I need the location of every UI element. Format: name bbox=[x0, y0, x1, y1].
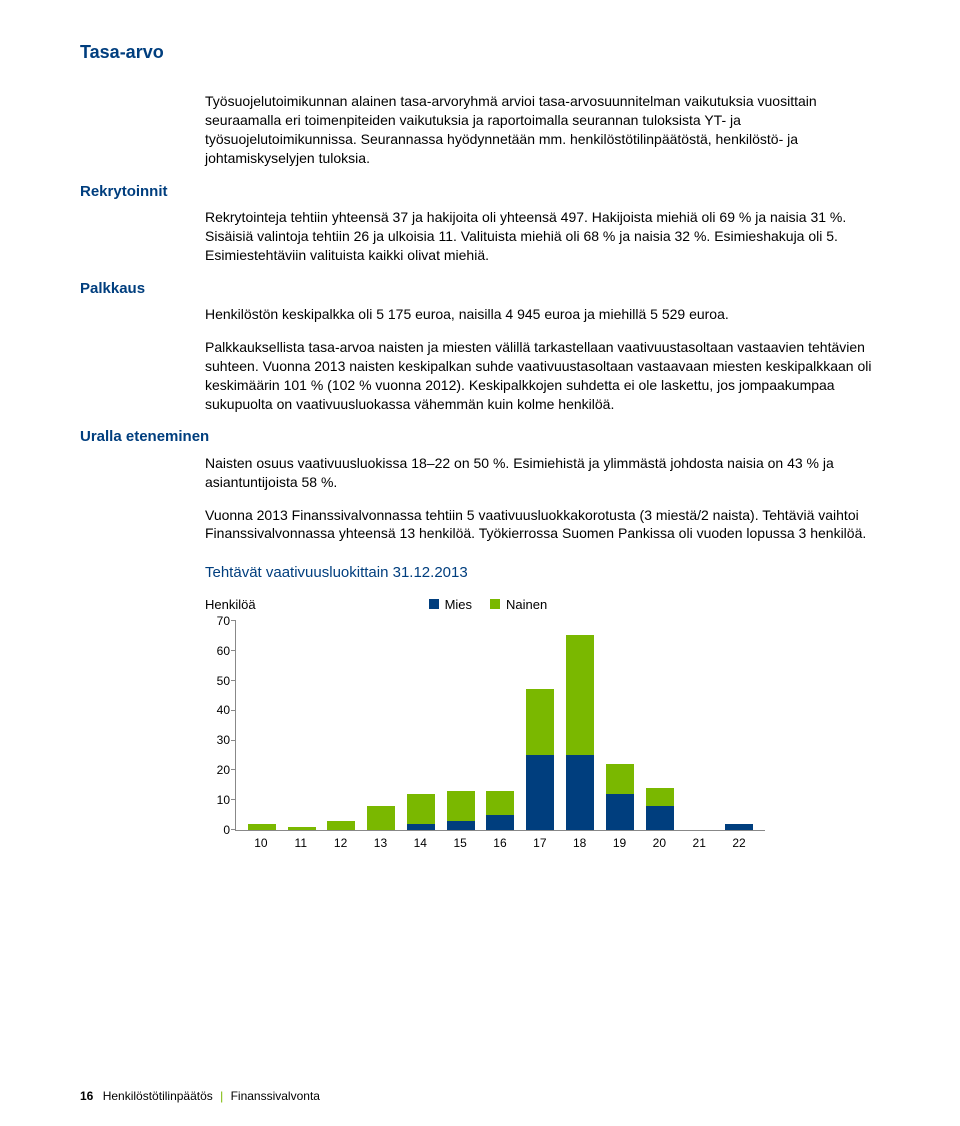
palkkaus-p1: Henkilöstön keskipalkka oli 5 175 euroa,… bbox=[205, 305, 880, 324]
palkkaus-p2: Palkkauksellista tasa-arvoa naisten ja m… bbox=[205, 338, 880, 414]
y-tick-label: 60 bbox=[208, 643, 230, 659]
x-axis-labels: 10 11 12 13 14 15 16 17 18 19 20 21 22 bbox=[235, 831, 765, 851]
bar-column bbox=[566, 621, 594, 830]
x-tick-label: 15 bbox=[446, 835, 474, 851]
x-tick-label: 12 bbox=[327, 835, 355, 851]
bar-column bbox=[526, 621, 554, 830]
uralla-p1: Naisten osuus vaativuusluokissa 18–22 on… bbox=[205, 454, 880, 492]
bar-column bbox=[407, 621, 435, 830]
y-tick-label: 70 bbox=[208, 613, 230, 629]
footer-separator: | bbox=[220, 1089, 223, 1103]
bar-column bbox=[327, 621, 355, 830]
bar-column bbox=[646, 621, 674, 830]
bar-column bbox=[486, 621, 514, 830]
x-tick-label: 14 bbox=[406, 835, 434, 851]
bar-segment-mies bbox=[486, 815, 514, 830]
bar-segment-nainen bbox=[367, 806, 395, 830]
x-tick-label: 13 bbox=[366, 835, 394, 851]
legend-swatch-nainen bbox=[490, 599, 500, 609]
bar-segment-mies bbox=[646, 806, 674, 830]
bar-segment-nainen bbox=[288, 827, 316, 830]
heading-palkkaus: Palkkaus bbox=[80, 279, 880, 299]
bar-column bbox=[606, 621, 634, 830]
y-tick-label: 0 bbox=[208, 822, 230, 838]
bar-segment-nainen bbox=[566, 635, 594, 755]
bar-column bbox=[447, 621, 475, 830]
x-tick-label: 19 bbox=[606, 835, 634, 851]
heading-rekrytoinnit: Rekrytoinnit bbox=[80, 182, 880, 202]
bar-segment-mies bbox=[606, 794, 634, 830]
bar-segment-mies bbox=[447, 821, 475, 830]
bar-segment-mies bbox=[526, 755, 554, 830]
bar-segment-nainen bbox=[526, 689, 554, 755]
bar-segment-nainen bbox=[327, 821, 355, 830]
bar-column bbox=[248, 621, 276, 830]
chart-container: Henkilöä Mies Nainen 010203040506070 101… bbox=[205, 596, 765, 852]
chart-legend: Henkilöä Mies Nainen bbox=[205, 596, 765, 614]
y-tick-label: 10 bbox=[208, 792, 230, 808]
heading-uralla: Uralla eteneminen bbox=[80, 427, 880, 447]
x-tick-label: 22 bbox=[725, 835, 753, 851]
x-tick-label: 10 bbox=[247, 835, 275, 851]
bar-segment-nainen bbox=[606, 764, 634, 794]
bar-column bbox=[367, 621, 395, 830]
legend-label-nainen: Nainen bbox=[506, 596, 547, 614]
bar-column bbox=[288, 621, 316, 830]
x-tick-label: 17 bbox=[526, 835, 554, 851]
bar-column bbox=[685, 621, 713, 830]
x-tick-label: 16 bbox=[486, 835, 514, 851]
bar-column bbox=[725, 621, 753, 830]
bar-segment-nainen bbox=[407, 794, 435, 824]
footer-right: Finanssivalvonta bbox=[231, 1089, 320, 1103]
intro-paragraph: Työsuojelutoimikunnan alainen tasa-arvor… bbox=[205, 92, 880, 168]
y-tick-label: 50 bbox=[208, 673, 230, 689]
y-tick-label: 30 bbox=[208, 732, 230, 748]
chart-title: Tehtävät vaativuusluokittain 31.12.2013 bbox=[205, 563, 880, 583]
y-tick-label: 40 bbox=[208, 703, 230, 719]
bar-segment-nainen bbox=[486, 791, 514, 815]
page-footer: 16 Henkilöstötilinpäätös | Finanssivalvo… bbox=[80, 1088, 320, 1104]
bar-chart: 010203040506070 bbox=[235, 621, 765, 831]
x-tick-label: 21 bbox=[685, 835, 713, 851]
rekrytoinnit-text: Rekrytointeja tehtiin yhteensä 37 ja hak… bbox=[205, 208, 880, 265]
bar-segment-nainen bbox=[646, 788, 674, 806]
page-number: 16 bbox=[80, 1089, 93, 1103]
bar-segment-mies bbox=[407, 824, 435, 830]
y-tick-label: 20 bbox=[208, 762, 230, 778]
legend-label-mies: Mies bbox=[445, 596, 472, 614]
bar-segment-mies bbox=[725, 824, 753, 830]
bar-segment-mies bbox=[566, 755, 594, 830]
legend-swatch-mies bbox=[429, 599, 439, 609]
y-axis-title: Henkilöä bbox=[205, 596, 256, 614]
uralla-p2: Vuonna 2013 Finanssivalvonnassa tehtiin … bbox=[205, 506, 880, 544]
bar-segment-nainen bbox=[447, 791, 475, 821]
bar-segment-nainen bbox=[248, 824, 276, 830]
footer-left: Henkilöstötilinpäätös bbox=[103, 1089, 213, 1103]
x-tick-label: 11 bbox=[287, 835, 315, 851]
x-tick-label: 18 bbox=[566, 835, 594, 851]
page-title: Tasa-arvo bbox=[80, 40, 880, 64]
x-tick-label: 20 bbox=[645, 835, 673, 851]
